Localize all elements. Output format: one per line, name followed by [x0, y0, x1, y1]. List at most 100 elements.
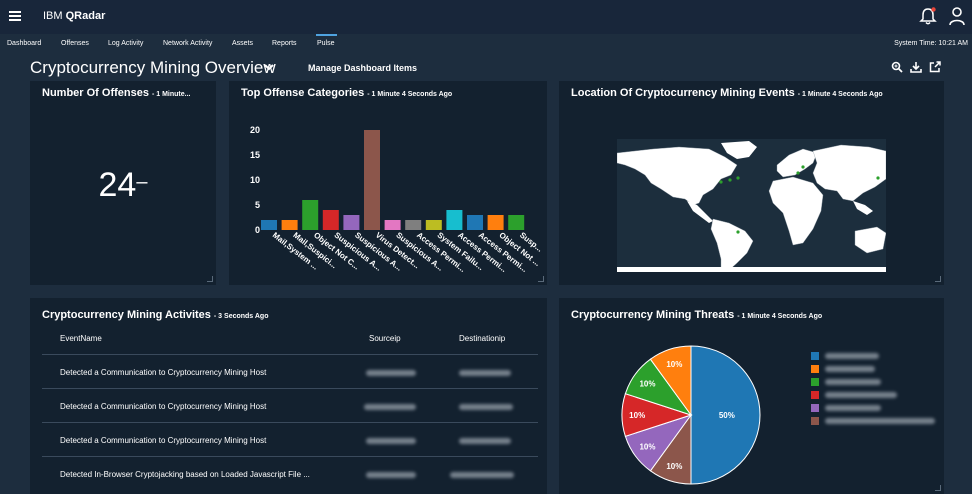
map-land-north-america	[617, 146, 738, 206]
map-marker	[876, 176, 880, 180]
resize-handle[interactable]	[207, 276, 213, 282]
redacted-legend-label	[825, 366, 875, 372]
y-tick-label: 20	[250, 125, 260, 135]
pie-slice-label: 10%	[666, 360, 682, 369]
main-nav: Dashboard Offenses Log Activity Network …	[0, 34, 972, 54]
pie-slice[interactable]	[690, 345, 761, 485]
bar[interactable]	[322, 210, 339, 230]
legend-swatch	[811, 365, 819, 373]
map-land-europe	[776, 148, 818, 178]
map-land-australia	[854, 226, 886, 254]
legend-swatch	[811, 352, 819, 360]
download-icon[interactable]	[910, 61, 922, 73]
map-land-africa	[768, 176, 824, 246]
map-marker	[728, 178, 732, 182]
bar[interactable]	[364, 130, 380, 230]
chevron-down-icon[interactable]	[263, 61, 275, 73]
column-header-eventname[interactable]: EventName	[60, 334, 102, 343]
legend-swatch	[811, 378, 819, 386]
panel-title-text: Location Of Cryptocurrency Mining Events	[571, 87, 795, 99]
tab-assets[interactable]: Assets	[232, 40, 254, 47]
y-tick-label: 0	[255, 225, 260, 235]
y-tick-label: 5	[255, 200, 260, 210]
user-icon[interactable]	[948, 6, 966, 26]
redacted-source-ip	[366, 472, 416, 478]
zoom-icon[interactable]	[891, 61, 903, 73]
offense-count: 24	[98, 166, 137, 204]
y-tick-label: 15	[250, 150, 260, 160]
external-link-icon[interactable]	[929, 61, 941, 73]
redacted-source-ip	[366, 370, 416, 376]
table-row-event[interactable]: Detected a Communication to Cryptocurren…	[60, 402, 267, 411]
pie-slice-label: 10%	[639, 379, 655, 388]
table-divider	[42, 354, 538, 355]
panel-subtitle: - 1 Minute 4 Seconds Ago	[737, 313, 823, 320]
tab-network-activity[interactable]: Network Activity	[163, 40, 213, 47]
tab-log-activity[interactable]: Log Activity	[108, 40, 144, 47]
bar[interactable]	[425, 220, 442, 230]
table-row-event[interactable]: Detected a Communication to Cryptocurren…	[60, 368, 267, 377]
map-marker	[736, 176, 740, 180]
bar[interactable]	[261, 220, 277, 230]
y-tick-label: 10	[250, 175, 260, 185]
map-marker	[736, 230, 740, 234]
location-map-panel: Location Of Cryptocurrency Mining Events…	[559, 81, 944, 285]
pie-slice-label: 50%	[719, 411, 735, 420]
mining-threats-panel: Cryptocurrency Mining Threats - 1 Minute …	[559, 298, 944, 494]
offenses-count-panel: Number Of Offenses - 1 Minute... 24–	[30, 81, 216, 285]
legend-swatch	[811, 417, 819, 425]
panel-title: Cryptocurrency Mining Activites - 3 Secon…	[42, 309, 269, 321]
bar[interactable]	[405, 220, 422, 230]
redacted-legend-label	[825, 353, 879, 359]
menu-icon[interactable]	[9, 11, 21, 21]
redacted-destination-ip	[450, 472, 514, 478]
tab-dashboard[interactable]: Dashboard	[7, 40, 42, 47]
panel-title: Location Of Cryptocurrency Mining Events…	[571, 87, 883, 99]
tab-reports[interactable]: Reports	[272, 40, 297, 47]
pie-slice-label: 10%	[629, 411, 645, 420]
bar[interactable]	[487, 215, 504, 230]
panel-subtitle: - 1 Minute 4 Seconds Ago	[797, 91, 883, 98]
trend-indicator: –	[136, 171, 148, 193]
resize-handle[interactable]	[935, 276, 941, 282]
redacted-destination-ip	[459, 370, 511, 376]
offense-count-value: 24–	[30, 166, 216, 205]
bar[interactable]	[281, 220, 298, 230]
redacted-legend-label	[825, 418, 935, 424]
panel-title: Cryptocurrency Mining Threats - 1 Minute …	[571, 309, 822, 321]
redacted-source-ip	[364, 404, 416, 410]
redacted-legend-label	[825, 379, 881, 385]
dashboard-title: Cryptocurrency Mining Overview	[30, 58, 276, 77]
panel-subtitle: - 1 Minute 4 Seconds Ago	[367, 91, 453, 98]
threats-pie-chart: 50% 10% 10% 10% 10% 10%	[621, 345, 761, 485]
manage-dashboard-items-button[interactable]: Manage Dashboard Items	[308, 63, 418, 73]
notifications-icon[interactable]	[918, 6, 938, 26]
redacted-destination-ip	[459, 438, 511, 444]
bar[interactable]	[343, 215, 360, 230]
column-header-sourceip[interactable]: Sourceip	[369, 334, 401, 343]
table-row-event[interactable]: Detected a Communication to Cryptocurren…	[60, 436, 267, 445]
system-time: System Time: 10:21 AM	[894, 40, 968, 47]
panel-title-text: Cryptocurrency Mining Activites	[42, 309, 211, 321]
panel-title-text: Cryptocurrency Mining Threats	[571, 309, 735, 321]
bar[interactable]	[508, 215, 525, 230]
resize-handle[interactable]	[538, 276, 544, 282]
bar[interactable]	[467, 215, 483, 230]
map-marker	[801, 165, 805, 169]
brand-prefix: IBM	[43, 10, 66, 22]
world-map[interactable]	[617, 139, 886, 272]
offense-categories-panel: Top Offense Categories - 1 Minute 4 Secon…	[229, 81, 547, 285]
tab-pulse[interactable]: Pulse	[316, 34, 337, 47]
map-marker	[796, 171, 800, 175]
table-row-event[interactable]: Detected In-Browser Cryptojacking based …	[60, 470, 310, 479]
column-header-destinationip[interactable]: Destinationip	[459, 334, 506, 343]
pie-slice[interactable]	[649, 345, 692, 417]
pie-slice-label: 10%	[666, 462, 682, 471]
tab-offenses[interactable]: Offenses	[61, 40, 89, 47]
bar[interactable]	[302, 200, 319, 230]
resize-handle[interactable]	[935, 485, 941, 491]
bar[interactable]	[446, 210, 463, 230]
bar[interactable]	[384, 220, 401, 230]
redacted-source-ip	[366, 438, 416, 444]
